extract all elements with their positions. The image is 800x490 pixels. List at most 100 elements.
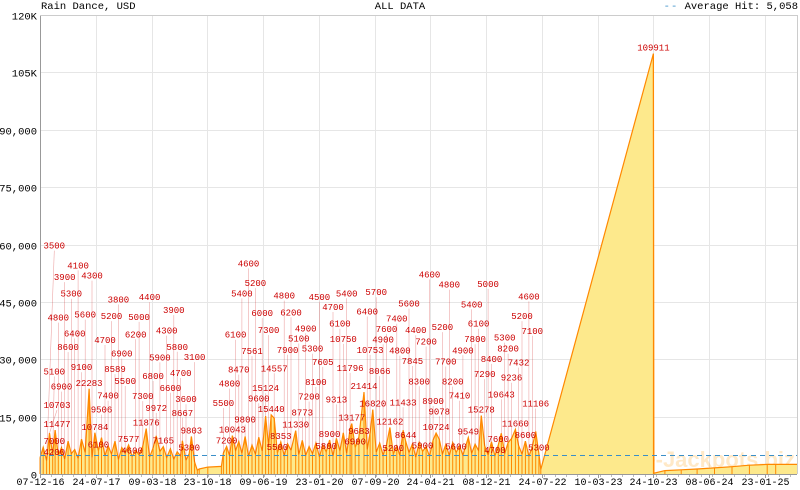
data-label: 7000 (43, 437, 65, 447)
x-tick-label: 24-04-21 (406, 478, 454, 489)
data-label: 7561 (241, 347, 263, 357)
data-label: 8600 (515, 431, 537, 441)
chart-title: Rain Dance, USD (41, 1, 136, 13)
average-legend-label: Average Hit: 5,058 (684, 1, 798, 13)
data-label: 3600 (175, 395, 197, 405)
data-label: 4800 (47, 314, 69, 324)
data-label: 7900 (277, 346, 299, 356)
data-label: 11330 (282, 421, 309, 431)
y-tick-label: 90,000 (0, 127, 37, 139)
data-label: 11660 (502, 419, 529, 429)
label-leaders (46, 250, 537, 463)
data-label: 14557 (261, 364, 288, 374)
data-label: 22283 (76, 379, 103, 389)
data-label: 3100 (184, 353, 206, 363)
data-label: 4400 (139, 293, 161, 303)
data-labels: 109911 22283 21414 16820 15440 15278 15124 1455… (43, 44, 669, 458)
x-tick-label: 08-06-24 (685, 478, 733, 489)
data-label: 7410 (449, 392, 471, 402)
data-label: 6600 (160, 384, 182, 394)
data-label: 4400 (405, 326, 427, 336)
data-label: 15278 (468, 406, 495, 416)
data-label: 4800 (389, 347, 411, 357)
data-label: 6900 (111, 350, 133, 360)
data-label: 5400 (231, 289, 253, 299)
data-label: 5400 (461, 300, 483, 310)
x-tick-label: 07-09-20 (351, 478, 399, 489)
data-label: 6100 (88, 441, 110, 451)
data-label: 3900 (163, 306, 185, 316)
data-label: 6100 (329, 320, 351, 330)
data-label: 4100 (67, 261, 89, 271)
data-label: 4800 (219, 380, 241, 390)
data-label: 5200 (432, 323, 454, 333)
data-label: 7300 (258, 326, 280, 336)
data-label: 4300 (156, 327, 178, 337)
y-tick-label: 75,000 (0, 184, 37, 196)
data-label: 7100 (521, 327, 543, 337)
data-label: 4900 (372, 335, 394, 345)
data-label: 7165 (152, 437, 174, 447)
data-label: 15440 (258, 405, 285, 415)
data-label: 3500 (43, 242, 65, 252)
data-label: 4700 (322, 303, 344, 313)
data-label: 6400 (356, 308, 378, 318)
data-label: 7605 (312, 358, 334, 368)
data-label: 5500 (213, 399, 235, 409)
data-label: 3800 (108, 296, 130, 306)
data-label: 5500 (114, 377, 136, 387)
data-label: 8667 (172, 409, 194, 419)
data-label: 5800 (315, 442, 337, 452)
chart-subtitle: ALL DATA (374, 1, 426, 13)
x-tick-label: 24-07-22 (518, 478, 566, 489)
data-label: 3900 (54, 273, 76, 283)
data-label: 5200 (511, 312, 533, 322)
data-label: 10753 (357, 346, 384, 356)
x-tick-label: 09-03-18 (128, 478, 176, 489)
data-label: 8900 (319, 430, 341, 440)
y-tick-label: 60,000 (0, 242, 37, 254)
data-label: 8200 (497, 345, 519, 355)
data-label: 8200 (442, 378, 464, 388)
data-label: 109911 (637, 44, 669, 54)
data-label: 7400 (386, 315, 408, 325)
data-label: 4700 (94, 336, 116, 346)
x-tick-label: 08-12-21 (462, 478, 510, 489)
x-tick-label: 23-01-25 (741, 478, 789, 489)
data-label: 11477 (43, 420, 70, 430)
data-label: 5200 (101, 312, 123, 322)
data-label: 9600 (248, 394, 270, 404)
data-label: 5600 (445, 443, 467, 453)
data-label: 5100 (288, 335, 310, 345)
data-label: 8066 (369, 367, 391, 377)
data-label: 4700 (484, 446, 506, 456)
data-label: 7800 (464, 335, 486, 345)
average-legend: -- Average Hit: 5,058 (664, 0, 798, 14)
data-label: 9313 (326, 395, 348, 405)
data-label: 9078 (428, 407, 450, 417)
data-label: 4600 (238, 259, 260, 269)
data-label: 7300 (132, 392, 154, 402)
data-label: 10724 (423, 423, 450, 433)
data-label: 5900 (412, 441, 434, 451)
data-label: 7200 (298, 393, 320, 403)
data-label: 5100 (43, 368, 65, 378)
data-label: 6000 (251, 309, 273, 319)
label-leader (52, 376, 55, 455)
data-label: 5300 (178, 444, 200, 454)
data-label: 10784 (81, 423, 108, 433)
data-label: 11876 (133, 419, 160, 429)
data-label: 4600 (121, 446, 143, 456)
data-label: 5600 (398, 300, 420, 310)
data-label: 9236 (501, 374, 523, 384)
data-label: 13177 (338, 414, 365, 424)
data-label: 9506 (91, 406, 113, 416)
data-label: 4800 (438, 281, 460, 291)
data-label: 5900 (149, 353, 171, 363)
data-label: 9803 (181, 427, 203, 437)
data-label: 5200 (382, 444, 404, 454)
data-label: 4800 (273, 292, 295, 302)
label-leader (49, 410, 58, 434)
y-tick-label: 15,000 (0, 414, 37, 426)
data-label: 4700 (170, 369, 192, 379)
